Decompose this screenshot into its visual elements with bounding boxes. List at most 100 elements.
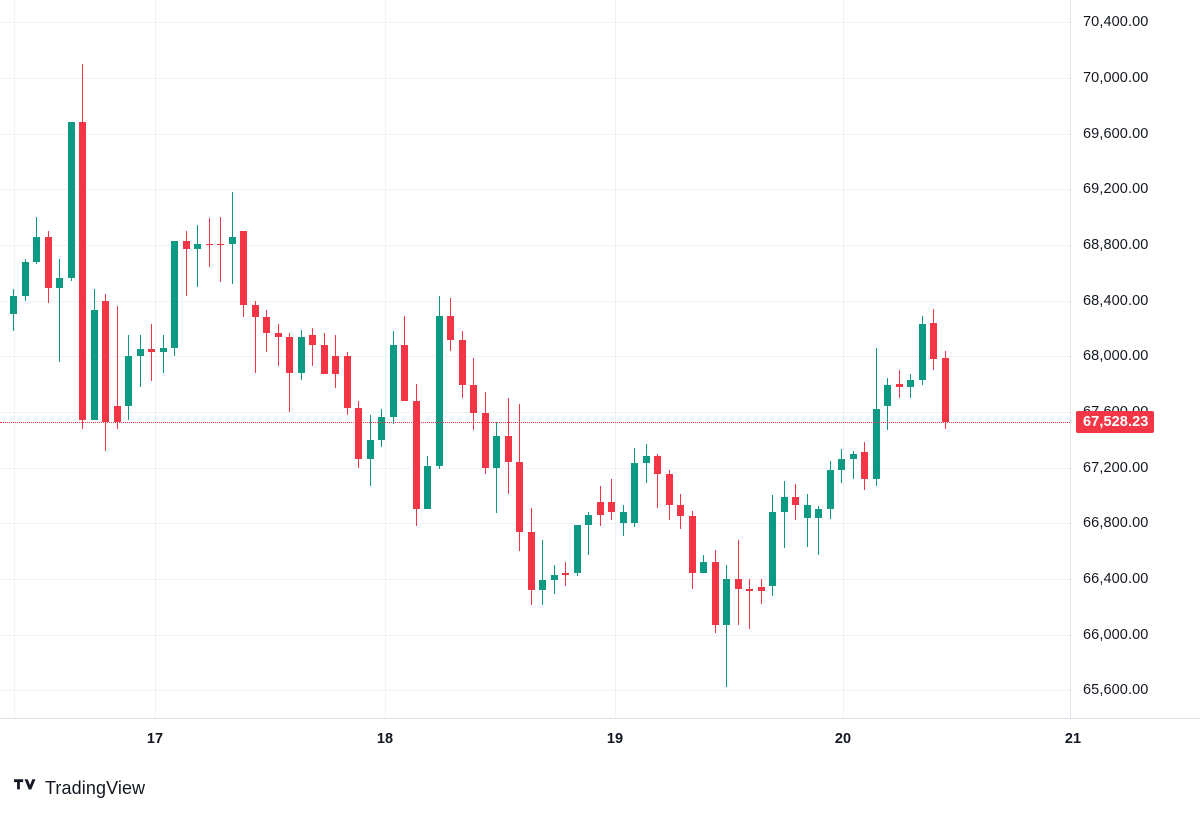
candlestick bbox=[56, 0, 63, 718]
candlestick-body bbox=[470, 385, 477, 414]
time-axis-label: 17 bbox=[146, 731, 164, 747]
candlestick bbox=[550, 0, 558, 718]
tradingview-logo-icon bbox=[14, 779, 36, 798]
candlestick-body bbox=[424, 466, 431, 510]
candlestick bbox=[815, 0, 822, 718]
candlestick bbox=[470, 0, 477, 718]
gridline-horizontal bbox=[0, 468, 1070, 469]
candlestick-body bbox=[941, 357, 949, 422]
candlestick-body bbox=[585, 514, 592, 525]
candlestick-body bbox=[907, 379, 914, 387]
candlestick-body bbox=[608, 502, 615, 513]
candlestick bbox=[458, 0, 466, 718]
gridline-horizontal bbox=[0, 523, 1070, 524]
candlestick-body bbox=[930, 322, 937, 359]
current-price-line bbox=[0, 421, 1070, 423]
candlestick-wick bbox=[162, 335, 164, 373]
candlestick-body bbox=[803, 505, 811, 518]
time-axis[interactable]: 17 18 19 20 21 bbox=[0, 719, 1200, 759]
candlestick bbox=[826, 0, 834, 718]
tradingview-logo-text: TradingView bbox=[45, 778, 146, 798]
candlestick-body bbox=[274, 332, 282, 337]
candlestick-body bbox=[757, 587, 765, 592]
candlestick-body bbox=[435, 315, 443, 467]
candlestick-wick bbox=[254, 300, 256, 373]
candlestick bbox=[90, 0, 98, 718]
candlestick-body bbox=[562, 573, 569, 575]
candlestick-body bbox=[723, 578, 730, 625]
candlestick bbox=[355, 0, 362, 718]
candlestick bbox=[481, 0, 489, 718]
price-axis-label: 68,000.00 bbox=[1083, 348, 1149, 365]
candlestick bbox=[194, 0, 201, 718]
candlestick-body bbox=[205, 243, 213, 245]
candlestick-wick bbox=[588, 512, 589, 556]
candlestick bbox=[792, 0, 799, 718]
candlestick-body bbox=[746, 588, 753, 592]
candlestick bbox=[424, 0, 431, 718]
candlestick-wick bbox=[657, 453, 658, 508]
candlestick-wick bbox=[760, 578, 762, 604]
candlestick-body bbox=[378, 417, 385, 440]
candlestick bbox=[79, 0, 86, 718]
candlestick bbox=[527, 0, 535, 718]
candlestick-body bbox=[895, 384, 903, 387]
candlestick-body bbox=[113, 406, 121, 422]
gridline-horizontal bbox=[0, 189, 1070, 190]
current-price-badge[interactable]: 67,528.23 bbox=[1076, 410, 1155, 433]
price-axis[interactable]: 67,528.23 70,400.00 70,000.00 69,600.00 69,… bbox=[1071, 0, 1200, 718]
candlestick-body bbox=[286, 336, 293, 373]
candlestick bbox=[412, 0, 420, 718]
candlestick-body bbox=[44, 236, 52, 289]
candlestick bbox=[67, 0, 75, 718]
candlestick-body bbox=[516, 461, 523, 532]
candlestick-body bbox=[711, 562, 719, 625]
chart-gridlines bbox=[0, 0, 1070, 718]
candlestick-body bbox=[826, 470, 834, 510]
candlestick bbox=[746, 0, 753, 718]
candlestick bbox=[297, 0, 305, 718]
candlestick bbox=[309, 0, 316, 718]
candlestick-body bbox=[366, 439, 374, 460]
candlestick bbox=[665, 0, 673, 718]
candlestick bbox=[148, 0, 155, 718]
candlestick bbox=[838, 0, 845, 718]
time-axis-label: 21 bbox=[1064, 731, 1082, 747]
candlestick-body bbox=[573, 524, 581, 574]
time-axis-label: 19 bbox=[606, 731, 624, 747]
candlestick bbox=[182, 0, 190, 718]
candlestick bbox=[654, 0, 661, 718]
candlestick bbox=[343, 0, 351, 718]
candlestick bbox=[113, 0, 121, 718]
candlestick-body bbox=[240, 230, 247, 305]
candlestick-body bbox=[251, 304, 259, 318]
candlestick-body bbox=[665, 474, 673, 506]
candlestick-body bbox=[401, 345, 408, 401]
candlestick bbox=[516, 0, 523, 718]
candlestick bbox=[251, 0, 259, 718]
candlestick bbox=[366, 0, 374, 718]
gridline-horizontal bbox=[0, 690, 1070, 691]
chart-plot-area[interactable] bbox=[0, 0, 1070, 718]
candlestick-wick bbox=[611, 478, 612, 521]
price-axis-label: 69,200.00 bbox=[1083, 181, 1149, 198]
candlestick-body bbox=[769, 512, 776, 586]
candlestick-body bbox=[642, 456, 650, 464]
tradingview-branding[interactable]: TradingView bbox=[14, 778, 145, 799]
candlestick-wick bbox=[197, 225, 198, 287]
candlestick-wick bbox=[783, 481, 785, 549]
candlestick bbox=[504, 0, 512, 718]
candlestick bbox=[573, 0, 581, 718]
candlestick bbox=[849, 0, 857, 718]
candlestick bbox=[677, 0, 684, 718]
candlestick-body bbox=[90, 310, 98, 421]
candlestick bbox=[274, 0, 282, 718]
candlestick bbox=[205, 0, 213, 718]
candlestick bbox=[895, 0, 903, 718]
candlestick-body bbox=[700, 562, 707, 574]
candlestick-wick bbox=[312, 328, 313, 366]
candlestick-body bbox=[159, 347, 167, 353]
gridline-vertical bbox=[155, 0, 156, 718]
candlestick-wick bbox=[818, 506, 819, 556]
